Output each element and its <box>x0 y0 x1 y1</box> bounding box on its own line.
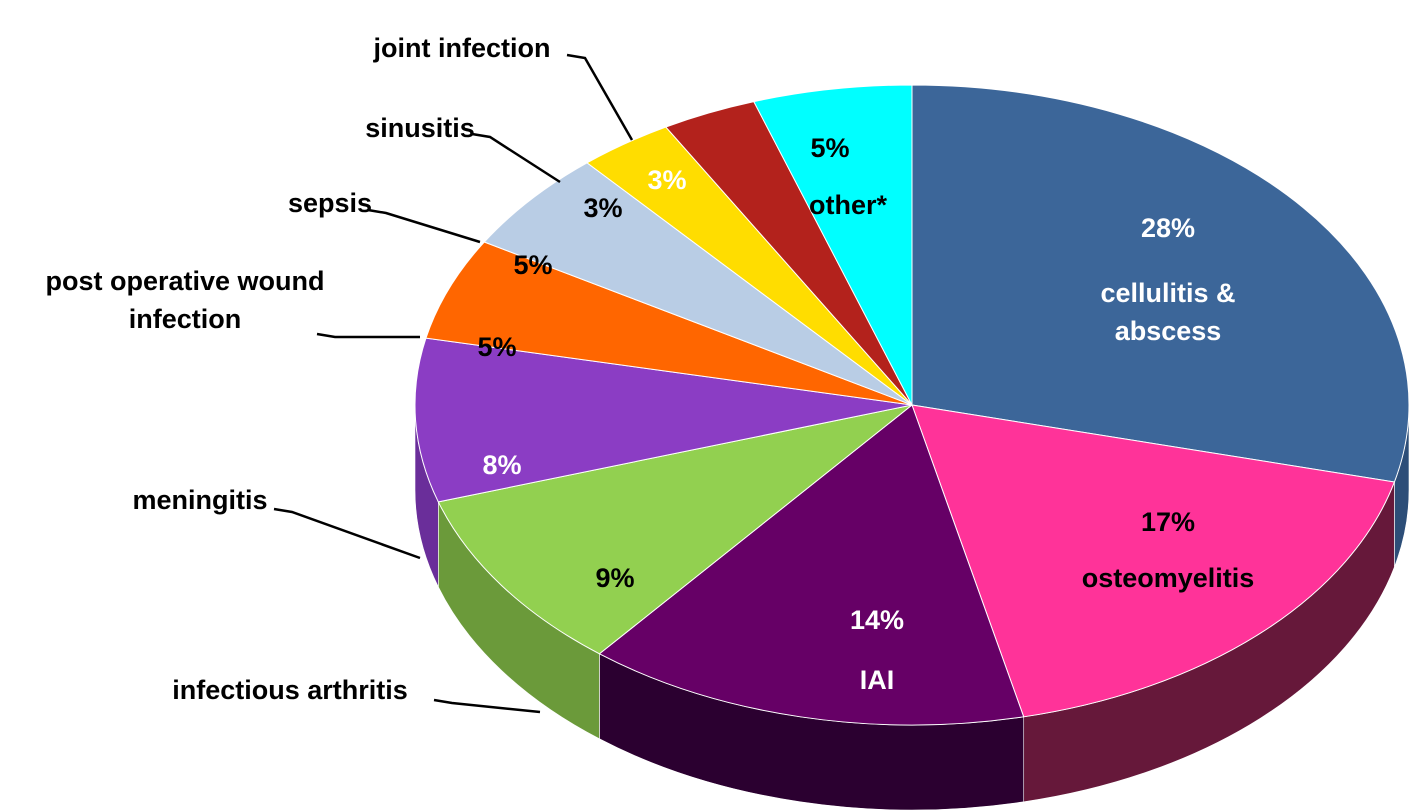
data-label: 9% <box>595 563 635 593</box>
slice-name: IAI <box>859 665 895 695</box>
leader-line <box>566 53 634 141</box>
data-label: 5% <box>810 133 850 163</box>
leader-line <box>316 332 420 339</box>
slice-name: cellulitis & abscess <box>1100 278 1236 346</box>
data-label: 5% <box>513 250 553 280</box>
slice-name: osteomyelitis <box>1081 563 1255 593</box>
slice-name: sinusitis <box>365 113 475 143</box>
slice <box>911 84 1410 483</box>
slice-name: post operative wound infection <box>45 266 325 334</box>
slice-name: infectious arthritis <box>172 675 408 705</box>
slice-name: meningitis <box>132 485 268 515</box>
slice <box>911 404 1396 718</box>
leader-line <box>471 132 561 184</box>
slice <box>414 337 913 503</box>
slice <box>753 84 913 406</box>
slice-name: sepsis <box>287 188 373 218</box>
slice <box>598 404 1025 726</box>
leader-line <box>433 698 541 714</box>
slice-name: joint infection <box>373 33 551 63</box>
data-label: 8% <box>482 450 522 480</box>
data-label: 28% <box>1140 213 1196 243</box>
slice <box>437 404 913 655</box>
data-label: 17% <box>1140 507 1196 537</box>
slice-name: other* <box>808 190 888 220</box>
leader-line <box>367 208 481 244</box>
data-label: 3% <box>647 165 687 195</box>
data-label: 14% <box>849 605 905 635</box>
data-label: 5% <box>477 332 517 362</box>
data-label: 3% <box>583 193 623 223</box>
slice <box>483 162 913 406</box>
slice <box>425 241 913 406</box>
leader-line <box>273 507 421 560</box>
